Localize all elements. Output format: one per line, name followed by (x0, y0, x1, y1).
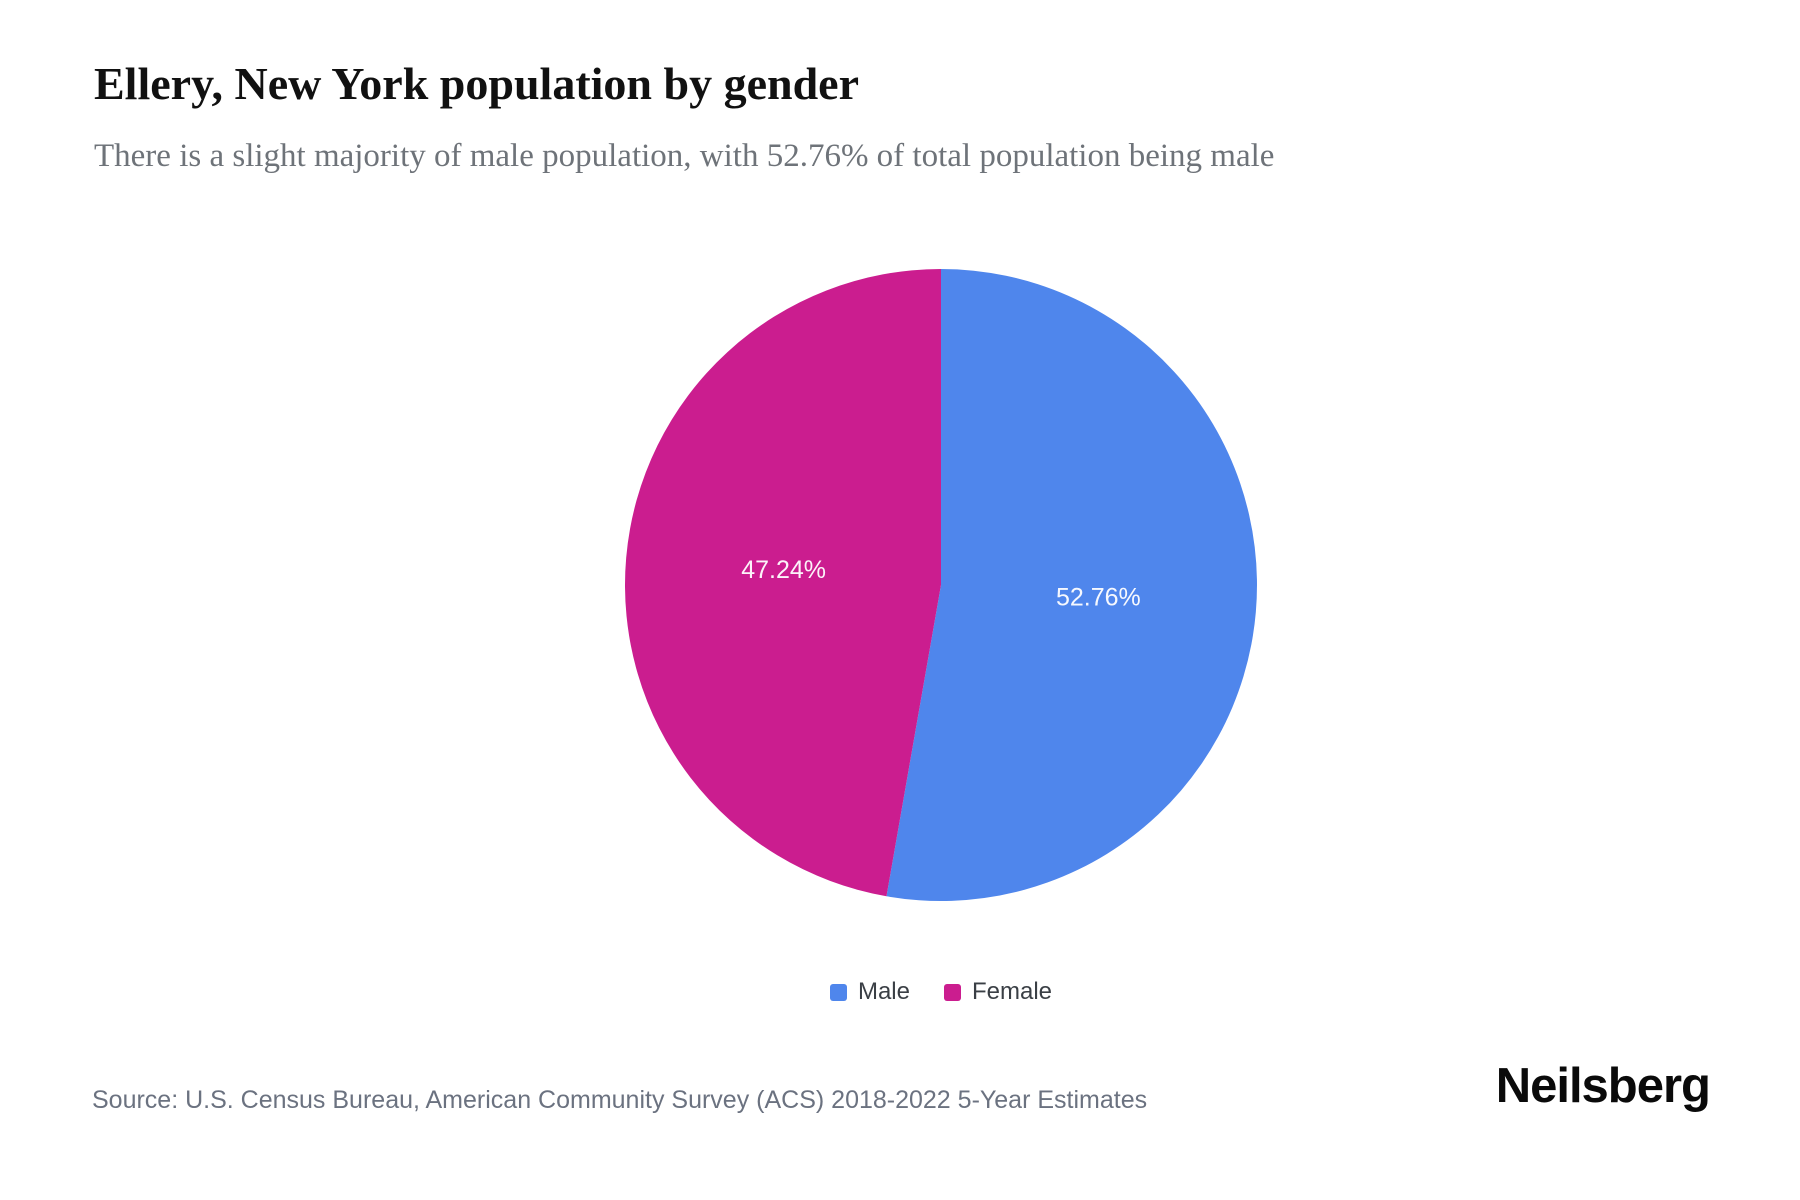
brand-logo: Neilsberg (1495, 1059, 1711, 1113)
legend: Male Female (621, 978, 1261, 1006)
source-text: Source: U.S. Census Bureau, American Com… (92, 1086, 1148, 1114)
legend-item-female[interactable]: Female (944, 978, 1052, 1006)
pie-label-male: 52.76% (1056, 583, 1141, 611)
pie-chart: 52.76% 47.24% (621, 265, 1261, 905)
chart-subtitle: There is a slight majority of male popul… (94, 138, 1275, 174)
legend-label-female: Female (972, 978, 1053, 1005)
legend-label-male: Male (857, 978, 910, 1005)
pie-slice-male[interactable] (886, 269, 1257, 901)
legend-swatch-male (829, 983, 847, 1001)
legend-swatch-female (944, 983, 961, 1001)
pie-slice-female[interactable] (624, 269, 941, 897)
pie-label-female: 47.24% (741, 556, 826, 584)
pie-svg: 52.76% 47.24% (624, 269, 1257, 901)
chart-title: Ellery, New York population by gender (94, 58, 860, 109)
legend-item-male[interactable]: Male (829, 978, 910, 1006)
